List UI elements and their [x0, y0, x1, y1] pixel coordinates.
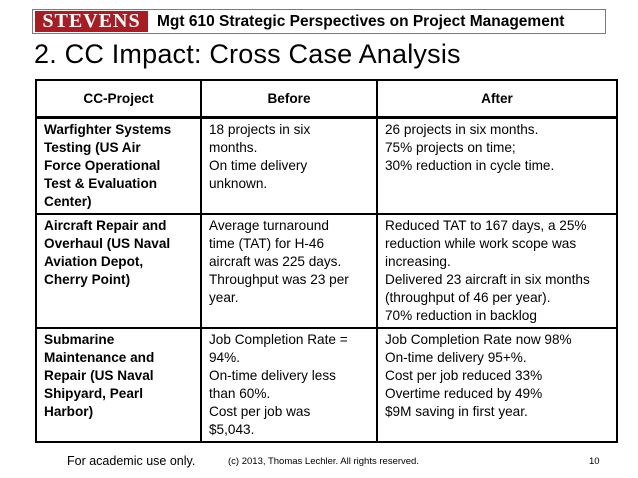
- cell-line: Center): [44, 194, 92, 209]
- cell-line: 26 projects in six months.: [385, 122, 539, 137]
- cell-line: Test & Evaluation: [44, 176, 158, 191]
- before-cell: 18 projects in six months. On time deliv…: [200, 116, 378, 215]
- cell-line: Warfighter Systems: [44, 122, 172, 137]
- project-cell: Aircraft Repair and Overhaul (US Naval A…: [35, 213, 202, 329]
- cell-line: (throughput of 46 per year).: [385, 290, 551, 305]
- stevens-logo: STEVENS: [35, 11, 148, 32]
- cell-line: year.: [209, 290, 239, 305]
- cell-line: Delivered 23 aircraft in six months: [385, 272, 590, 287]
- after-cell: Reduced TAT to 167 days, a 25% reduction…: [376, 213, 618, 329]
- cell-line: Harbor): [44, 404, 94, 419]
- project-cell: Warfighter Systems Testing (US Air Force…: [35, 116, 202, 215]
- cell-line: Cost per job reduced 33%: [385, 368, 543, 383]
- cell-line: 75% projects on time;: [385, 140, 516, 155]
- cell-line: $5,043.: [209, 422, 255, 437]
- before-cell: Average turnaround time (TAT) for H-46 a…: [200, 213, 378, 329]
- cell-line: than 60%.: [209, 386, 271, 401]
- table-row: Warfighter Systems Testing (US Air Force…: [35, 116, 618, 215]
- cell-line: Force Operational: [44, 158, 161, 173]
- cell-line: On time delivery: [209, 158, 308, 173]
- cell-line: Job Completion Rate =: [209, 332, 348, 347]
- cell-line: Maintenance and: [44, 350, 155, 365]
- project-cell: Submarine Maintenance and Repair (US Nav…: [35, 327, 202, 443]
- cell-line: Cherry Point): [44, 272, 131, 287]
- cell-line: Aviation Depot,: [44, 254, 144, 269]
- cell-line: unknown.: [209, 176, 268, 191]
- after-cell: Job Completion Rate now 98% On-time deli…: [376, 327, 618, 443]
- column-header-cc-project: CC-Project: [35, 79, 202, 119]
- header-bar: STEVENS Mgt 610 Strategic Perspectives o…: [32, 9, 606, 34]
- cell-line: 94%.: [209, 350, 240, 365]
- cell-line: time (TAT) for H-46: [209, 236, 325, 251]
- page-number: 10: [589, 456, 600, 467]
- cell-line: Throughput was 23 per: [209, 272, 349, 287]
- table-row: Aircraft Repair and Overhaul (US Naval A…: [35, 213, 618, 329]
- cell-line: increasing.: [385, 254, 451, 269]
- cell-line: $9M saving in first year.: [385, 404, 528, 419]
- cell-line: Cost per job was: [209, 404, 311, 419]
- cell-line: 30% reduction in cycle time.: [385, 158, 555, 173]
- column-header-after: After: [376, 79, 618, 119]
- cross-case-table: CC-Project Before After Warfighter Syste…: [35, 79, 618, 443]
- cell-line: Overhaul (US Naval: [44, 236, 171, 251]
- table-header-row: CC-Project Before After: [35, 79, 618, 119]
- slide-title: 2. CC Impact: Cross Case Analysis: [34, 39, 461, 69]
- cell-line: 18 projects in six: [209, 122, 311, 137]
- course-title: Mgt 610 Strategic Perspectives on Projec…: [157, 13, 565, 30]
- academic-use-notice: For academic use only.: [67, 454, 196, 468]
- before-cell: Job Completion Rate = 94%. On-time deliv…: [200, 327, 378, 443]
- cell-line: aircraft was 225 days.: [209, 254, 342, 269]
- cell-line: Submarine: [44, 332, 115, 347]
- table-row: Submarine Maintenance and Repair (US Nav…: [35, 327, 618, 443]
- cell-line: On-time delivery 95+%.: [385, 350, 527, 365]
- cell-line: reduction while work scope was: [385, 236, 577, 251]
- cell-line: Testing (US Air: [44, 140, 141, 155]
- cell-line: 70% reduction in backlog: [385, 308, 537, 323]
- cell-line: Repair (US Naval: [44, 368, 154, 383]
- cell-line: Overtime reduced by 49%: [385, 386, 543, 401]
- column-header-before: Before: [200, 79, 378, 119]
- copyright-notice: (c) 2013, Thomas Lechler. All rights res…: [228, 456, 419, 467]
- cell-line: On-time delivery less: [209, 368, 336, 383]
- cell-line: Shipyard, Pearl: [44, 386, 143, 401]
- cell-line: Job Completion Rate now 98%: [385, 332, 572, 347]
- cell-line: Aircraft Repair and: [44, 218, 167, 233]
- after-cell: 26 projects in six months. 75% projects …: [376, 116, 618, 215]
- cell-line: Reduced TAT to 167 days, a 25%: [385, 218, 587, 233]
- cell-line: months.: [209, 140, 258, 155]
- cell-line: Average turnaround: [209, 218, 329, 233]
